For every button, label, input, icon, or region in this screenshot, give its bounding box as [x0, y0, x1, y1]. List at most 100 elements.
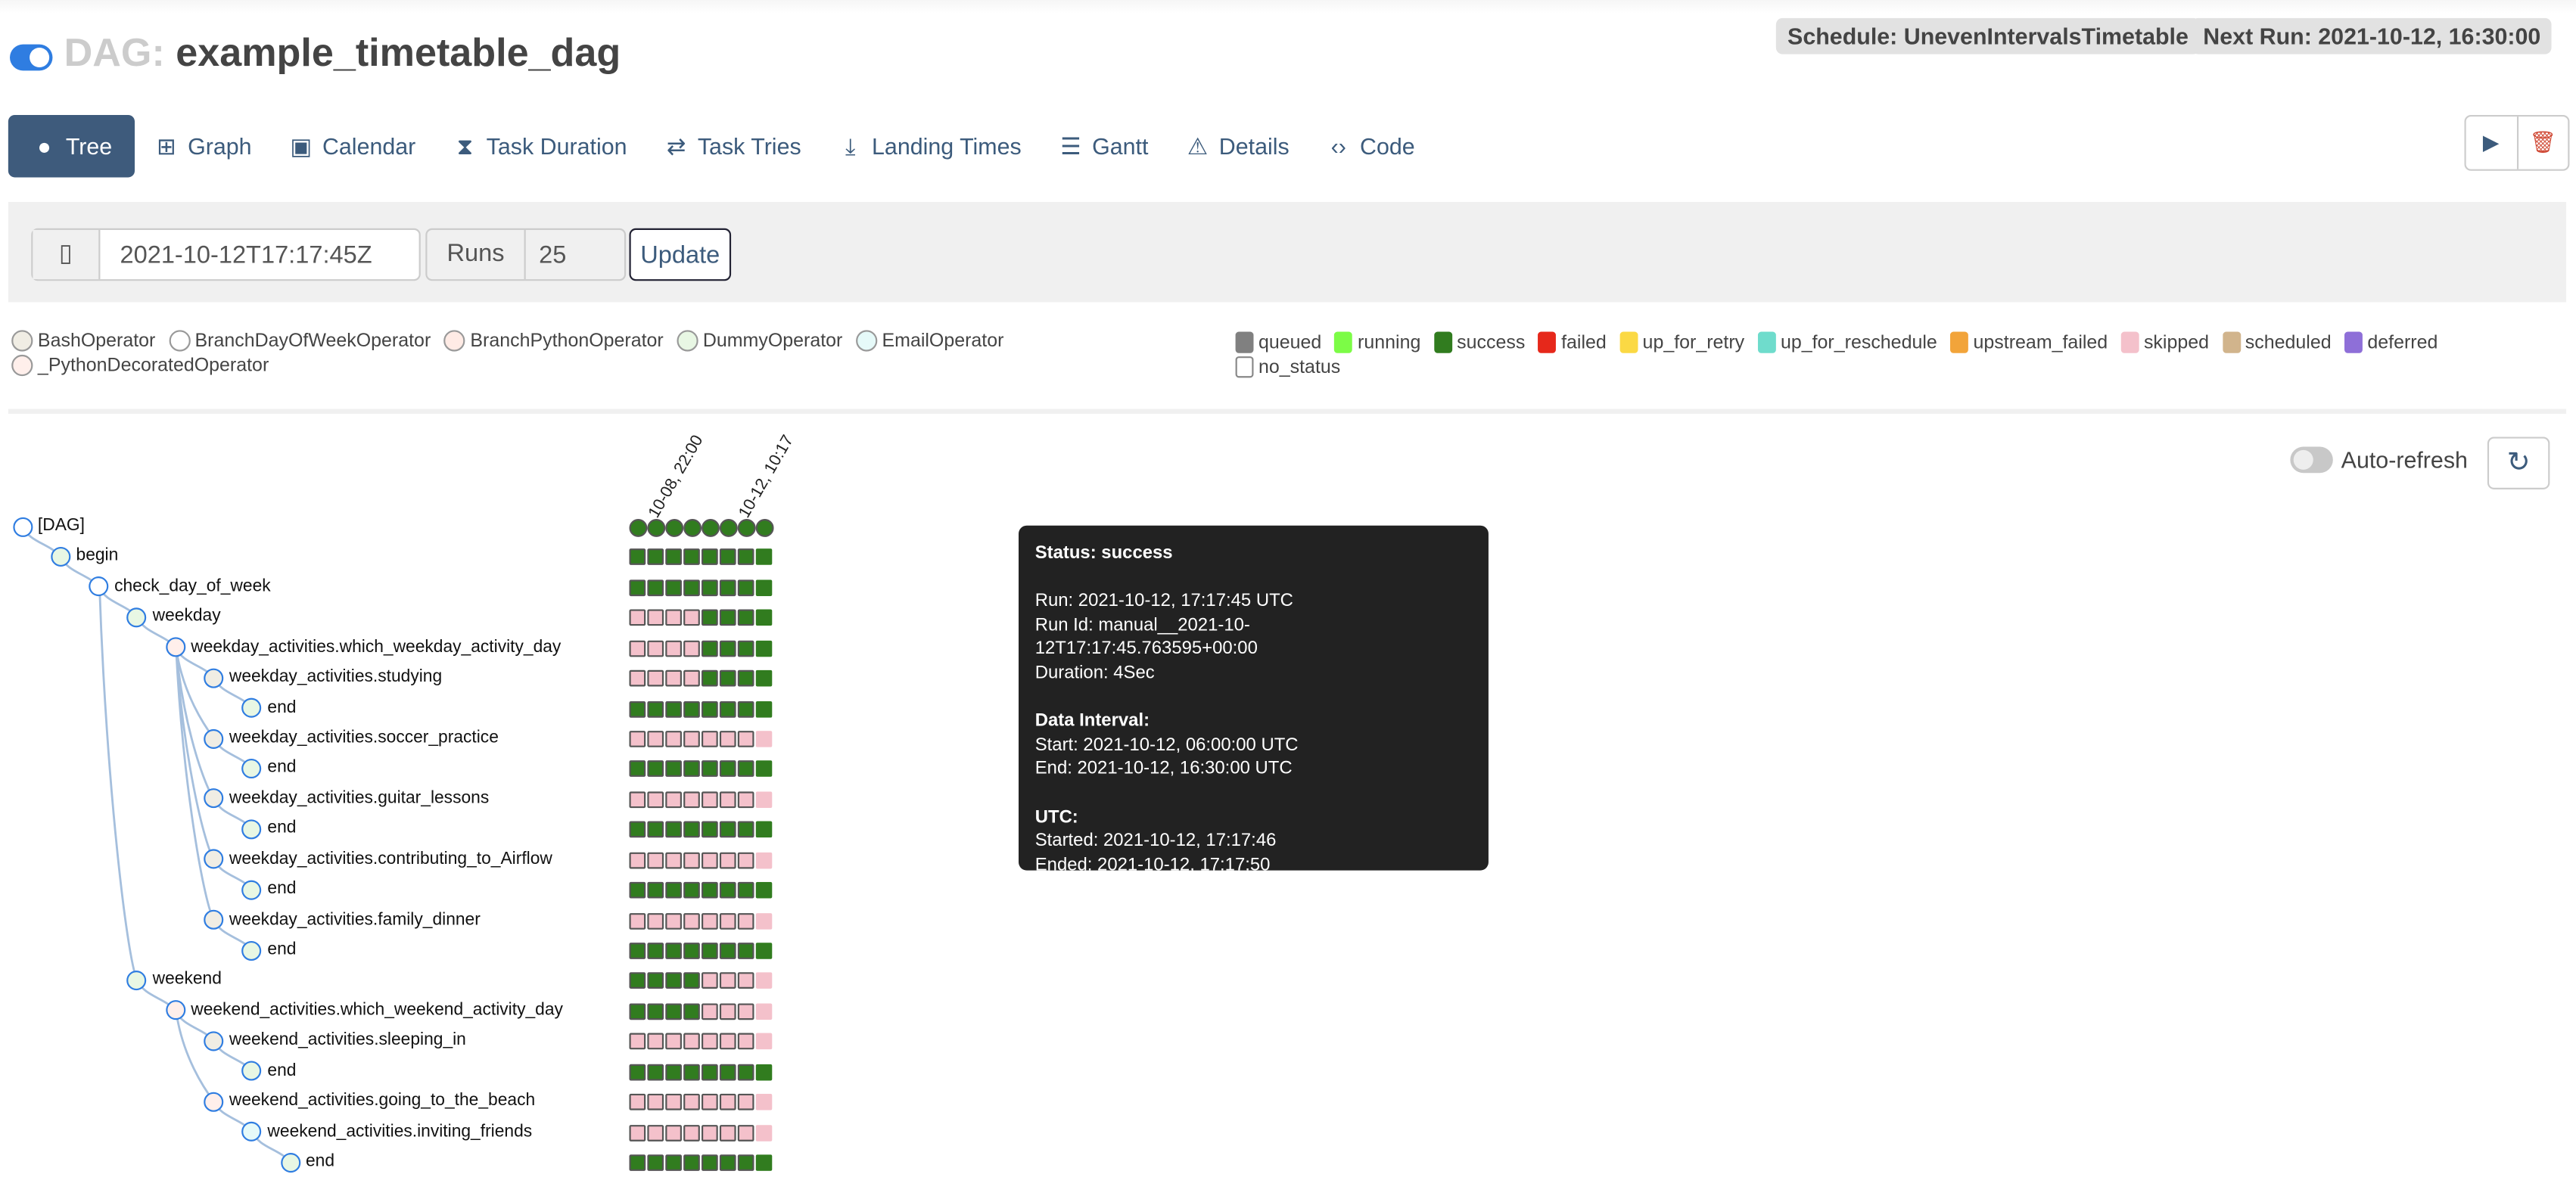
task-label[interactable]: weekday_activities.studying — [229, 666, 443, 687]
task-instance-status[interactable] — [755, 579, 773, 596]
task-instance-status[interactable] — [755, 791, 773, 808]
task-instance-status[interactable] — [702, 700, 718, 717]
task-instance-status[interactable] — [755, 852, 773, 868]
task-instance-status[interactable] — [719, 912, 736, 929]
task-node[interactable] — [50, 546, 70, 567]
task-instance-status[interactable] — [719, 579, 736, 596]
task-instance-status[interactable] — [683, 882, 700, 899]
task-instance-status[interactable] — [647, 579, 664, 596]
task-node[interactable] — [127, 607, 148, 627]
task-instance-status[interactable] — [755, 610, 773, 626]
tab-gantt[interactable]: ☰ Gantt — [1040, 115, 1167, 177]
task-instance-status[interactable] — [755, 973, 773, 989]
task-node[interactable] — [204, 849, 224, 869]
task-instance-status[interactable] — [719, 1154, 736, 1171]
task-instance-status[interactable] — [629, 1033, 646, 1050]
task-instance-status[interactable] — [755, 1003, 773, 1020]
task-instance-status[interactable] — [647, 852, 664, 868]
task-instance-status[interactable] — [683, 1094, 700, 1110]
task-instance-status[interactable] — [737, 761, 754, 778]
task-label[interactable]: weekday_activities.family_dinner — [229, 909, 481, 929]
refresh-button[interactable]: ↻ — [2487, 436, 2550, 489]
task-instance-status[interactable] — [755, 670, 773, 687]
dag-run-status[interactable] — [737, 519, 756, 537]
task-instance-status[interactable] — [702, 882, 718, 899]
task-instance-status[interactable] — [647, 973, 664, 989]
task-instance-status[interactable] — [683, 670, 700, 687]
task-instance-status[interactable] — [647, 943, 664, 959]
task-instance-status[interactable] — [737, 1094, 754, 1110]
task-instance-status[interactable] — [683, 700, 700, 717]
task-instance-status[interactable] — [755, 882, 773, 899]
task-instance-status[interactable] — [737, 731, 754, 747]
dag-run-status[interactable] — [665, 519, 684, 537]
task-instance-status[interactable] — [755, 761, 773, 778]
tab-task-tries[interactable]: ⇄ Task Tries — [645, 115, 819, 177]
task-node[interactable] — [165, 1000, 185, 1021]
task-instance-status[interactable] — [683, 852, 700, 868]
task-instance-status[interactable] — [755, 912, 773, 929]
task-node[interactable] — [12, 516, 33, 536]
task-instance-status[interactable] — [629, 1154, 646, 1171]
task-instance-status[interactable] — [755, 1124, 773, 1141]
task-label[interactable]: weekend_activities.inviting_friends — [267, 1120, 533, 1141]
task-instance-status[interactable] — [629, 943, 646, 959]
task-instance-status[interactable] — [702, 943, 718, 959]
task-instance-status[interactable] — [737, 852, 754, 868]
task-instance-status[interactable] — [665, 731, 682, 747]
task-instance-status[interactable] — [719, 670, 736, 687]
task-instance-status[interactable] — [702, 579, 718, 596]
task-label[interactable]: weekday — [152, 606, 221, 626]
task-instance-status[interactable] — [755, 1064, 773, 1080]
task-instance-status[interactable] — [702, 791, 718, 808]
task-instance-status[interactable] — [629, 610, 646, 626]
task-label[interactable]: end — [267, 939, 297, 959]
task-instance-status[interactable] — [665, 579, 682, 596]
task-instance-status[interactable] — [737, 670, 754, 687]
task-instance-status[interactable] — [702, 670, 718, 687]
task-instance-status[interactable] — [665, 882, 682, 899]
task-instance-status[interactable] — [665, 640, 682, 657]
task-node[interactable] — [241, 697, 262, 718]
task-instance-status[interactable] — [629, 822, 646, 838]
task-instance-status[interactable] — [629, 670, 646, 687]
task-instance-status[interactable] — [737, 1033, 754, 1050]
task-instance-status[interactable] — [683, 761, 700, 778]
task-instance-status[interactable] — [665, 1094, 682, 1110]
task-label[interactable]: begin — [76, 545, 119, 566]
task-instance-status[interactable] — [719, 973, 736, 989]
task-instance-status[interactable] — [683, 640, 700, 657]
task-instance-status[interactable] — [665, 1124, 682, 1141]
task-instance-status[interactable] — [629, 579, 646, 596]
task-node[interactable] — [241, 758, 262, 778]
task-node[interactable] — [204, 788, 224, 809]
task-instance-status[interactable] — [719, 640, 736, 657]
task-instance-status[interactable] — [719, 822, 736, 838]
task-instance-status[interactable] — [629, 973, 646, 989]
task-instance-status[interactable] — [719, 1094, 736, 1110]
task-label[interactable]: weekend_activities.going_to_the_beach — [229, 1090, 536, 1110]
task-node[interactable] — [241, 879, 262, 899]
task-label[interactable]: [DAG] — [37, 515, 86, 536]
dag-run-status[interactable] — [719, 519, 738, 537]
task-node[interactable] — [165, 637, 185, 657]
task-instance-status[interactable] — [629, 761, 646, 778]
task-instance-status[interactable] — [647, 640, 664, 657]
tab-graph[interactable]: ⊞ Graph — [135, 115, 270, 177]
task-label[interactable]: weekend_activities.which_weekend_activit… — [191, 999, 563, 1020]
task-instance-status[interactable] — [755, 700, 773, 717]
tab-calendar[interactable]: ▣ Calendar — [269, 115, 434, 177]
tab-landing-times[interactable]: ⤓ Landing Times — [820, 115, 1040, 177]
dag-run-status[interactable] — [755, 519, 774, 537]
task-instance-status[interactable] — [629, 1124, 646, 1141]
task-instance-status[interactable] — [737, 1064, 754, 1080]
task-instance-status[interactable] — [683, 549, 700, 566]
task-instance-status[interactable] — [755, 549, 773, 566]
dag-pause-toggle[interactable] — [10, 44, 53, 71]
task-instance-status[interactable] — [665, 943, 682, 959]
task-instance-status[interactable] — [702, 610, 718, 626]
task-instance-status[interactable] — [647, 1033, 664, 1050]
task-instance-status[interactable] — [683, 731, 700, 747]
dag-run-status[interactable] — [629, 519, 648, 537]
trigger-dag-button[interactable]: ▶ — [2466, 116, 2516, 169]
